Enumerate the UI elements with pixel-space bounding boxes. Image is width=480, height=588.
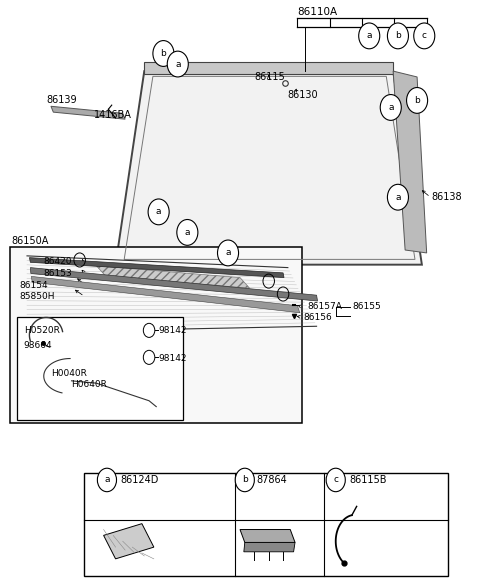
Polygon shape [116, 71, 422, 265]
Text: 86138: 86138 [432, 192, 462, 202]
Circle shape [407, 88, 428, 113]
Bar [84, 473, 448, 576]
Text: 86110A: 86110A [298, 8, 337, 18]
Polygon shape [240, 530, 295, 542]
Circle shape [97, 468, 117, 492]
Text: 86124D: 86124D [120, 475, 159, 485]
Polygon shape [104, 524, 154, 559]
Polygon shape [244, 542, 295, 552]
Circle shape [414, 23, 435, 49]
Text: 86157A: 86157A [307, 302, 342, 312]
Text: b: b [414, 96, 420, 105]
Polygon shape [31, 276, 300, 313]
Text: 86420: 86420 [44, 257, 72, 266]
Text: b: b [242, 476, 248, 485]
Polygon shape [393, 71, 427, 253]
Text: 86115B: 86115B [349, 475, 386, 485]
Text: b: b [395, 31, 401, 41]
Text: a: a [388, 103, 394, 112]
Text: a: a [366, 31, 372, 41]
Circle shape [235, 468, 254, 492]
Circle shape [217, 240, 239, 266]
Polygon shape [30, 268, 318, 301]
Circle shape [387, 184, 408, 210]
Bar [17, 318, 182, 420]
Text: c: c [333, 476, 338, 485]
Text: 98142: 98142 [158, 354, 187, 363]
Text: H0040R: H0040R [51, 369, 87, 377]
Text: 98142: 98142 [158, 326, 187, 335]
Text: a: a [395, 193, 401, 202]
Bar [10, 247, 302, 423]
Circle shape [326, 468, 345, 492]
Circle shape [387, 23, 408, 49]
Circle shape [148, 199, 169, 225]
Text: 1416BA: 1416BA [94, 110, 132, 120]
Text: 86150A: 86150A [11, 236, 48, 246]
Polygon shape [29, 258, 284, 278]
Text: c: c [422, 31, 427, 41]
Circle shape [167, 51, 188, 77]
Text: a: a [225, 249, 231, 258]
Text: 85850H: 85850H [20, 292, 55, 302]
Text: 86153: 86153 [44, 269, 72, 278]
Text: 86139: 86139 [46, 95, 77, 105]
Text: H0640R: H0640R [72, 380, 108, 389]
Text: a: a [156, 208, 161, 216]
Text: 86115: 86115 [254, 72, 285, 82]
Polygon shape [51, 106, 125, 119]
Text: 86155: 86155 [352, 302, 381, 312]
Text: 86154: 86154 [20, 280, 48, 290]
Polygon shape [144, 62, 393, 74]
Text: b: b [160, 49, 166, 58]
Circle shape [380, 95, 401, 121]
Polygon shape [96, 266, 250, 288]
Text: 87864: 87864 [257, 475, 288, 485]
Circle shape [177, 219, 198, 245]
Text: H0520R: H0520R [24, 326, 60, 335]
Text: 98664: 98664 [24, 340, 52, 349]
Circle shape [153, 41, 174, 66]
Text: a: a [104, 476, 110, 485]
Text: 86156: 86156 [303, 313, 332, 322]
Text: 86130: 86130 [288, 89, 319, 99]
Text: a: a [185, 228, 190, 237]
Text: a: a [175, 59, 180, 69]
Circle shape [359, 23, 380, 49]
